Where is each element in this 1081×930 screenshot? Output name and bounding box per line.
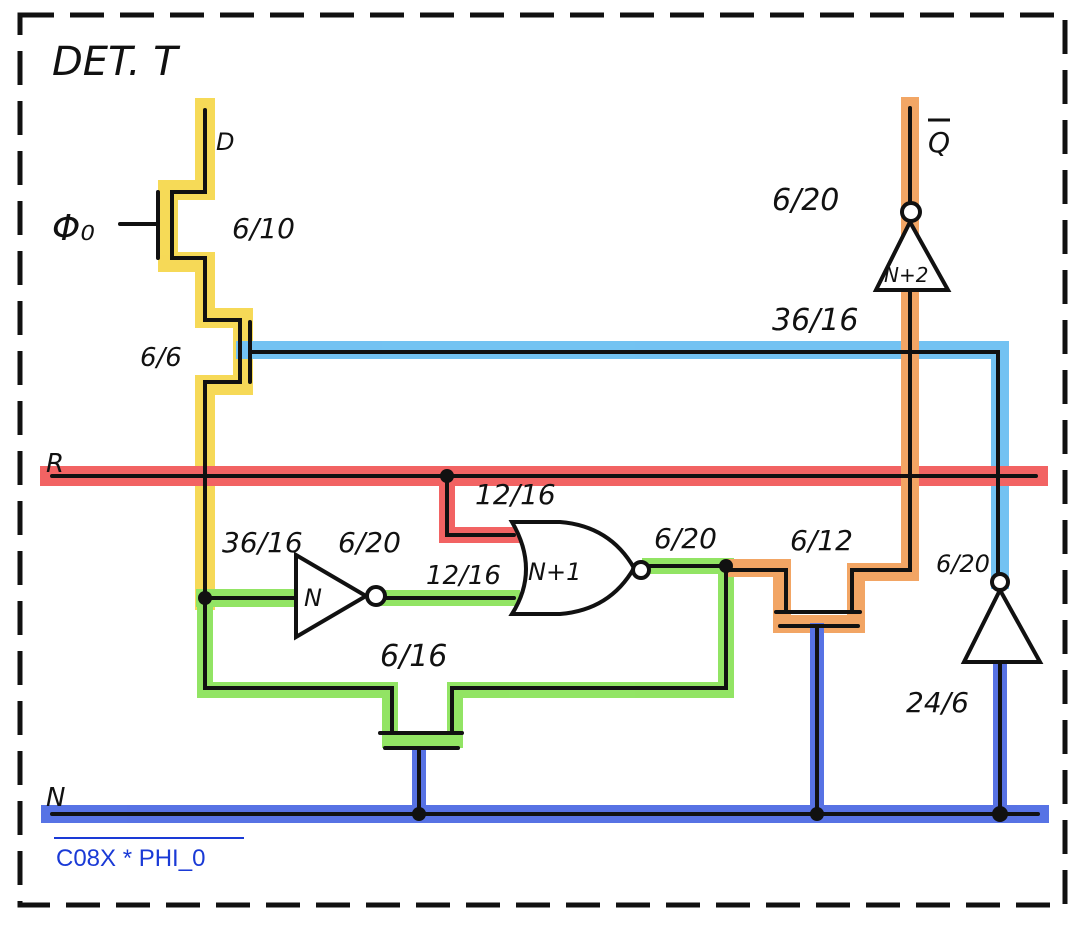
size-nor-out: 6/20 (654, 522, 717, 555)
wire-feedback (248, 350, 1000, 580)
wire-fb-left (203, 596, 394, 735)
size-out-inv-top: 6/20 (772, 183, 839, 218)
signal-d-label: D (216, 128, 234, 156)
size-inv-right: 6/20 (338, 526, 401, 559)
caption: C08X * PHI_0 (56, 845, 205, 872)
junction-n-1 (412, 807, 426, 821)
junction-d (198, 591, 212, 605)
inverter-left-label: N (304, 584, 322, 612)
size-pulldown-mid: 6/12 (790, 524, 853, 557)
junction-r (440, 469, 454, 483)
junction-n-2 (810, 807, 824, 821)
size-bottom-inv-bottom: 24/6 (906, 686, 969, 719)
junction-nor-out (719, 559, 733, 573)
inverter-output-label: N+2 (884, 263, 928, 287)
size-pass-gate: 6/10 (232, 212, 295, 245)
signal-r-label: R (46, 449, 64, 479)
ink-wires (50, 106, 1040, 816)
nor-gate (508, 520, 651, 616)
wire-q-down (850, 288, 912, 614)
size-bottom-inv-top: 6/20 (936, 550, 990, 578)
wire-r-branch (445, 474, 516, 537)
dashed-border (17, 12, 1068, 908)
wire-pulldown-left (724, 568, 788, 614)
size-inv-left: 36/16 (222, 526, 303, 559)
wire-d (170, 108, 242, 602)
schematic-title: DET. T (52, 39, 181, 85)
junction-n-3 (992, 806, 1008, 822)
junctions (198, 469, 1008, 822)
size-nor-to-inv: 12/16 (426, 561, 501, 591)
size-out-inv-bottom: 36/16 (772, 303, 858, 338)
size-feedback: 6/16 (380, 639, 447, 674)
signal-phi-label: Φ₀ (52, 208, 95, 249)
wire-fb-right (450, 564, 728, 735)
inverter-output (872, 201, 952, 292)
size-nor-input: 12/16 (475, 478, 556, 511)
signal-n-label: N (46, 783, 65, 813)
signal-q-bar-label: Q (928, 126, 950, 159)
nor-gate-label: N+1 (528, 558, 581, 586)
inverter-left (294, 551, 387, 641)
net-highlights (40, 97, 1049, 823)
inverter-bottom (960, 572, 1044, 664)
size-series-gate: 6/6 (140, 343, 182, 373)
